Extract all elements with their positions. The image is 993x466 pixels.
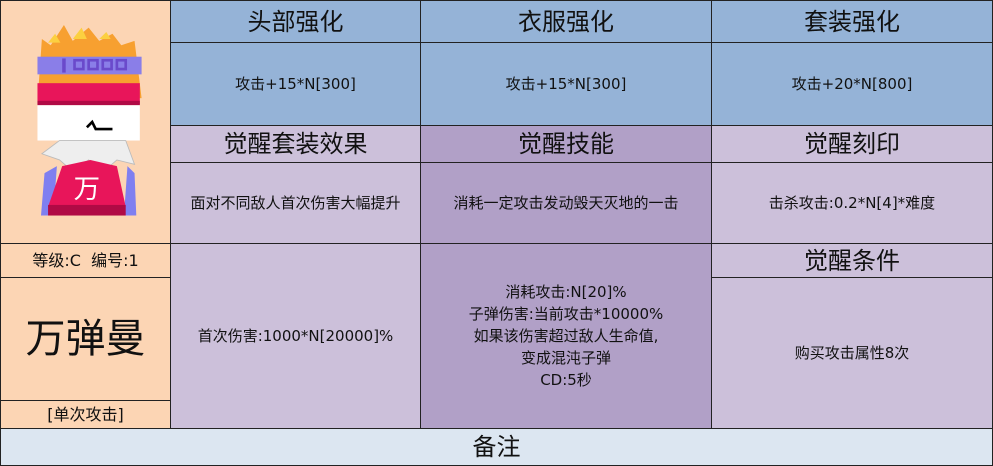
skill-line: 子弹伤害:当前攻击*10000% [468, 305, 664, 323]
awaken-set-title: 觉醒套装效果 [170, 125, 421, 163]
id-label: 编号:1 [91, 250, 139, 270]
set-upgrade-value: 攻击+20*N[800] [711, 42, 993, 126]
level-id-row: 等级:C 编号:1 [0, 243, 171, 278]
character-portrait: 万 [0, 0, 171, 244]
skill-line: 如果该伤害超过敌人生命值, [473, 327, 659, 345]
notes-title: 备注 [0, 428, 993, 466]
set-upgrade-title: 套装强化 [711, 0, 993, 43]
awaken-skill-detail: 消耗攻击:N[20]% 子弹伤害:当前攻击*10000% 如果该伤害超过敌人生命… [420, 243, 712, 429]
level-label: 等级:C [32, 250, 81, 270]
skill-line: CD:5秒 [540, 371, 592, 389]
awaken-skill-value: 消耗一定攻击发动毁天灭地的一击 [420, 162, 712, 244]
awaken-condition-title: 觉醒条件 [711, 243, 993, 278]
skill-line: 消耗攻击:N[20]% [505, 283, 627, 301]
awaken-skill-title: 觉醒技能 [420, 125, 712, 163]
awaken-condition-value: 购买攻击属性8次 [711, 277, 993, 429]
head-upgrade-value: 攻击+15*N[300] [170, 42, 421, 126]
clothes-upgrade-title: 衣服强化 [420, 0, 712, 43]
skill-line: 变成混沌子弹 [520, 349, 611, 367]
character-sprite-icon: 万 [36, 24, 142, 216]
attack-type: [单次攻击] [0, 400, 171, 429]
awaken-imprint-value: 击杀攻击:0.2*N[4]*难度 [711, 162, 993, 244]
awaken-set-value: 面对不同敌人首次伤害大幅提升 [170, 162, 421, 244]
svg-text:万: 万 [73, 174, 99, 205]
awaken-set-detail: 首次伤害:1000*N[20000]% [170, 243, 421, 429]
awaken-imprint-title: 觉醒刻印 [711, 125, 993, 163]
head-upgrade-title: 头部强化 [170, 0, 421, 43]
character-name: 万弹曼 [0, 277, 171, 401]
clothes-upgrade-value: 攻击+15*N[300] [420, 42, 712, 126]
